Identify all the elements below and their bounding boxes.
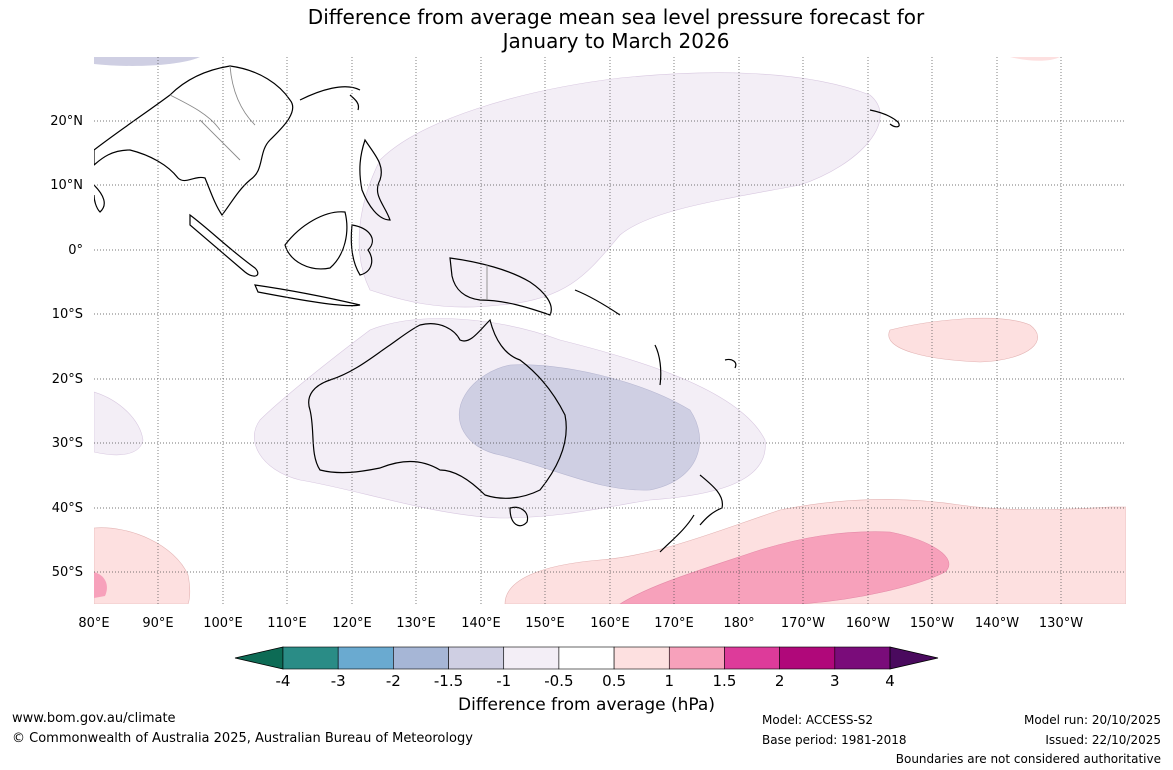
- lon-label: 180°: [723, 616, 754, 631]
- coast-solomons: [574, 289, 621, 316]
- footer-copyright: © Commonwealth of Australia 2025, Austra…: [12, 731, 473, 746]
- latitude-labels: 20°N 10°N 0° 10°S 20°S 30°S 40°S 50°S: [50, 114, 83, 580]
- colorbar-swatch: [503, 646, 560, 670]
- colorbar-tick-label: 2: [775, 672, 785, 690]
- lon-label: 170°E: [654, 616, 694, 631]
- footer-url[interactable]: www.bom.gov.au/climate: [12, 711, 176, 726]
- coast-new-guinea: [449, 257, 552, 316]
- lat-label: 50°S: [52, 565, 83, 580]
- lat-label: 10°S: [52, 307, 83, 322]
- lon-label: 150°W: [910, 616, 954, 631]
- anomaly-tropical-pacific: [358, 72, 881, 308]
- borders-indochina: [169, 65, 256, 161]
- lon-label: 80°E: [78, 616, 109, 631]
- lat-label: 30°S: [52, 436, 83, 451]
- colorbar: -4 -3 -2 -1.5 -1 -0.5 0.5 1 1.5 2 3 4: [234, 646, 939, 690]
- map-title: Difference from average mean sea level p…: [0, 5, 1173, 53]
- coast-vanuatu-fiji: [654, 344, 737, 386]
- coast-sumatra: [189, 213, 259, 277]
- colorbar-tick-label: 0.5: [602, 672, 626, 690]
- colorbar-swatch: [337, 646, 394, 670]
- graticule: [94, 57, 1126, 604]
- colorbar-tick-label: 3: [830, 672, 840, 690]
- issued-date: Issued: 22/10/2025: [1045, 733, 1161, 747]
- lon-label: 100°E: [203, 616, 243, 631]
- lat-label: 0°: [68, 243, 83, 258]
- colorbar-swatch: [613, 646, 670, 670]
- colorbar-swatch: [448, 646, 505, 670]
- colorbar-extend-high: [889, 646, 939, 670]
- coast-borneo: [284, 211, 348, 270]
- colorbar-tick-label: -1.5: [434, 672, 463, 690]
- model-run: Model run: 20/10/2025: [1023, 713, 1161, 727]
- coast-asia-mainland: [94, 65, 294, 217]
- colorbar-swatch: [834, 646, 891, 670]
- coast-tasmania: [509, 506, 529, 527]
- longitude-labels: 80°E 90°E 100°E 110°E 120°E 130°E 140°E …: [78, 616, 1083, 631]
- coast-australia: [308, 318, 567, 499]
- anomaly-top-right: [1010, 57, 1060, 61]
- lon-label: 90°E: [142, 616, 173, 631]
- title-line-2: January to March 2026: [502, 29, 730, 53]
- lat-label: 10°N: [50, 178, 83, 193]
- anomaly-australia-inner: [459, 364, 700, 491]
- colorbar-swatch: [668, 646, 725, 670]
- title-line-1: Difference from average mean sea level p…: [307, 5, 925, 29]
- colorbar-tick-label: 4: [885, 672, 895, 690]
- colorbar-swatch: [779, 646, 836, 670]
- anomaly-south-indian-core: [94, 572, 107, 598]
- boundaries-disclaimer: Boundaries are not considered authoritat…: [895, 752, 1161, 766]
- lon-label: 140°E: [461, 616, 501, 631]
- lon-label: 130°W: [1039, 616, 1083, 631]
- anomaly-topleft: [94, 57, 200, 66]
- lon-label: 150°E: [525, 616, 565, 631]
- coast-india-tip: [94, 184, 105, 213]
- lat-label: 20°S: [52, 372, 83, 387]
- lon-label: 140°W: [975, 616, 1019, 631]
- colorbar-tick-label: -4: [276, 672, 291, 690]
- colorbar-tick-label: 1: [664, 672, 674, 690]
- colorbar-tick-label: -0.5: [544, 672, 573, 690]
- colorbar-swatch: [393, 646, 449, 670]
- anomaly-west-indian: [94, 391, 144, 456]
- coast-java: [254, 284, 361, 307]
- colorbar-tick-label: -3: [331, 672, 346, 690]
- lon-label: 170°W: [781, 616, 825, 631]
- coast-philippines: [359, 138, 391, 221]
- lon-label: 160°W: [846, 616, 890, 631]
- lon-label: 120°E: [332, 616, 372, 631]
- colorbar-swatch: [724, 646, 780, 670]
- lon-label: 110°E: [267, 616, 307, 631]
- coast-japan: [299, 86, 361, 111]
- colorbar-label: Difference from average (hPa): [458, 695, 715, 715]
- anomaly-south-indian: [94, 527, 191, 604]
- colorbar-tick-label: 1.5: [713, 672, 737, 690]
- lat-label: 20°N: [50, 114, 83, 129]
- coast-hawaii: [869, 109, 900, 128]
- lon-label: 160°E: [590, 616, 630, 631]
- model-name: Model: ACCESS-S2: [762, 713, 874, 727]
- anomaly-central-pacific-east: [888, 317, 1038, 363]
- colorbar-tick-label: -1: [496, 672, 511, 690]
- anomaly-southern-ocean-core: [619, 531, 950, 604]
- colorbar-swatch: [282, 646, 339, 670]
- lat-label: 40°S: [52, 501, 83, 516]
- lon-label: 130°E: [396, 616, 436, 631]
- base-period: Base period: 1981-2018: [762, 733, 907, 747]
- colorbar-swatch: [558, 646, 615, 670]
- forecast-map: 20°N 10°N 0° 10°S 20°S 30°S 40°S 50°S 80…: [50, 57, 1126, 631]
- colorbar-tick-label: -2: [386, 672, 401, 690]
- colorbar-extend-low: [234, 646, 284, 670]
